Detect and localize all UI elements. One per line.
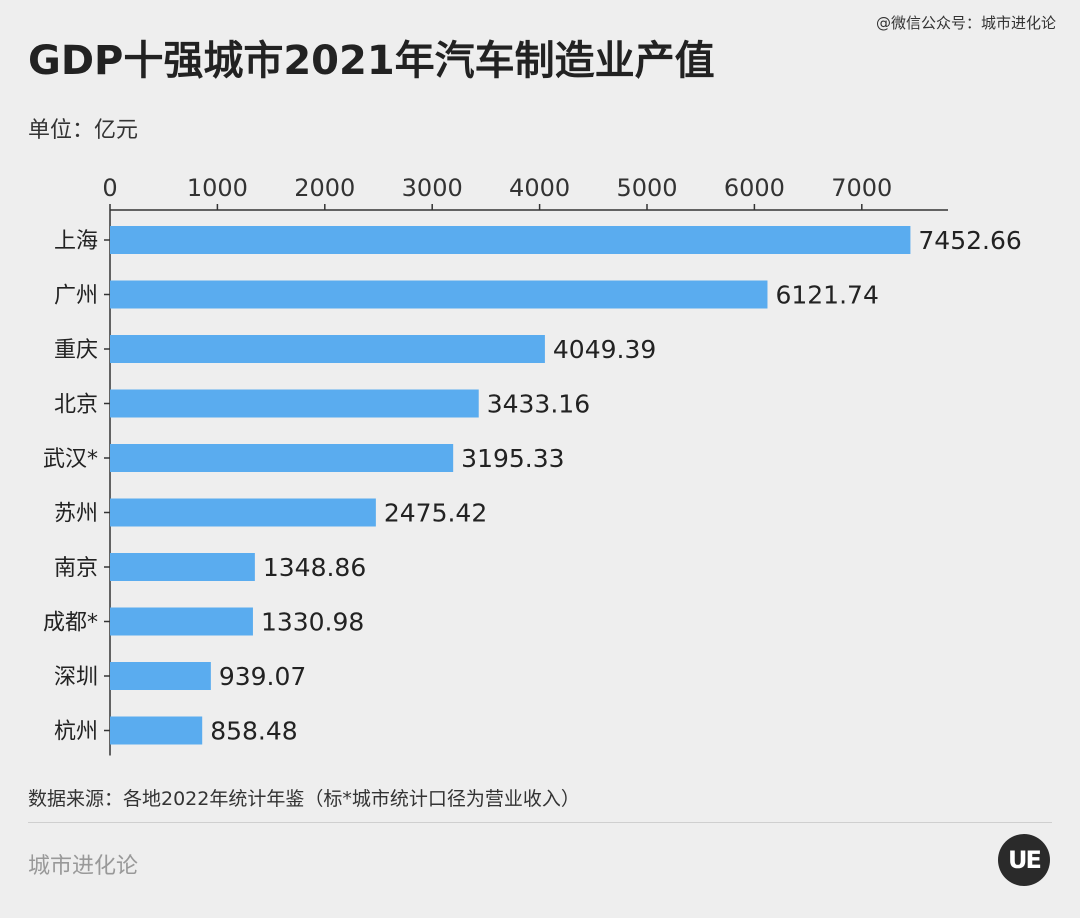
x-tick-label: 1000 xyxy=(187,174,248,202)
bar xyxy=(110,335,545,363)
bar xyxy=(110,389,479,418)
brand-logo-icon: UE xyxy=(998,834,1050,886)
watermark-credit: @微信公众号：城市进化论 xyxy=(875,14,1056,32)
category-label: 深圳 xyxy=(54,665,98,690)
x-tick-label: 6000 xyxy=(724,174,785,202)
category-label: 武汉* xyxy=(43,447,98,472)
x-tick-label: 7000 xyxy=(831,174,892,202)
data-label: 939.07 xyxy=(219,662,306,691)
bar xyxy=(110,444,454,472)
footer-divider xyxy=(28,822,1052,823)
data-label: 7452.66 xyxy=(918,226,1021,255)
category-label: 杭州 xyxy=(54,720,98,745)
category-label: 北京 xyxy=(54,393,98,418)
data-label: 1348.86 xyxy=(263,553,366,582)
x-tick-label: 2000 xyxy=(294,174,355,202)
bar xyxy=(110,553,255,581)
source-note: 数据来源：各地2022年统计年鉴（标*城市统计口径为营业收入） xyxy=(28,788,580,810)
category-label: 广州 xyxy=(54,284,98,309)
category-label: 成都* xyxy=(43,611,98,636)
x-tick-label: 3000 xyxy=(402,174,463,202)
bar-chart: 0 1000 2000 3000 4000 5000 6000 7000 上海 7452.66 广州… xyxy=(43,174,1022,756)
data-label: 4049.39 xyxy=(553,335,656,364)
data-label: 1330.98 xyxy=(261,608,364,637)
bar xyxy=(110,607,253,636)
bar xyxy=(110,662,211,690)
category-label: 重庆 xyxy=(54,338,98,363)
bar xyxy=(110,226,911,254)
category-label: 南京 xyxy=(54,556,98,581)
category-label: 上海 xyxy=(54,229,98,254)
data-label: 3433.16 xyxy=(487,390,590,419)
brand-name: 城市进化论 xyxy=(28,854,139,879)
data-label: 6121.74 xyxy=(775,281,878,310)
chart-title: GDP十强城市2021年汽车制造业产值 xyxy=(28,38,715,84)
unit-label: 单位：亿元 xyxy=(28,118,139,143)
category-label: 苏州 xyxy=(54,502,98,527)
bar xyxy=(110,716,203,745)
data-label: 3195.33 xyxy=(461,444,564,473)
bar xyxy=(110,280,768,309)
data-label: 858.48 xyxy=(210,717,297,746)
x-tick-label: 0 xyxy=(102,174,117,202)
data-label: 2475.42 xyxy=(384,499,487,528)
x-tick-label: 5000 xyxy=(616,174,677,202)
bar xyxy=(110,498,376,527)
x-tick-label: 4000 xyxy=(509,174,570,202)
